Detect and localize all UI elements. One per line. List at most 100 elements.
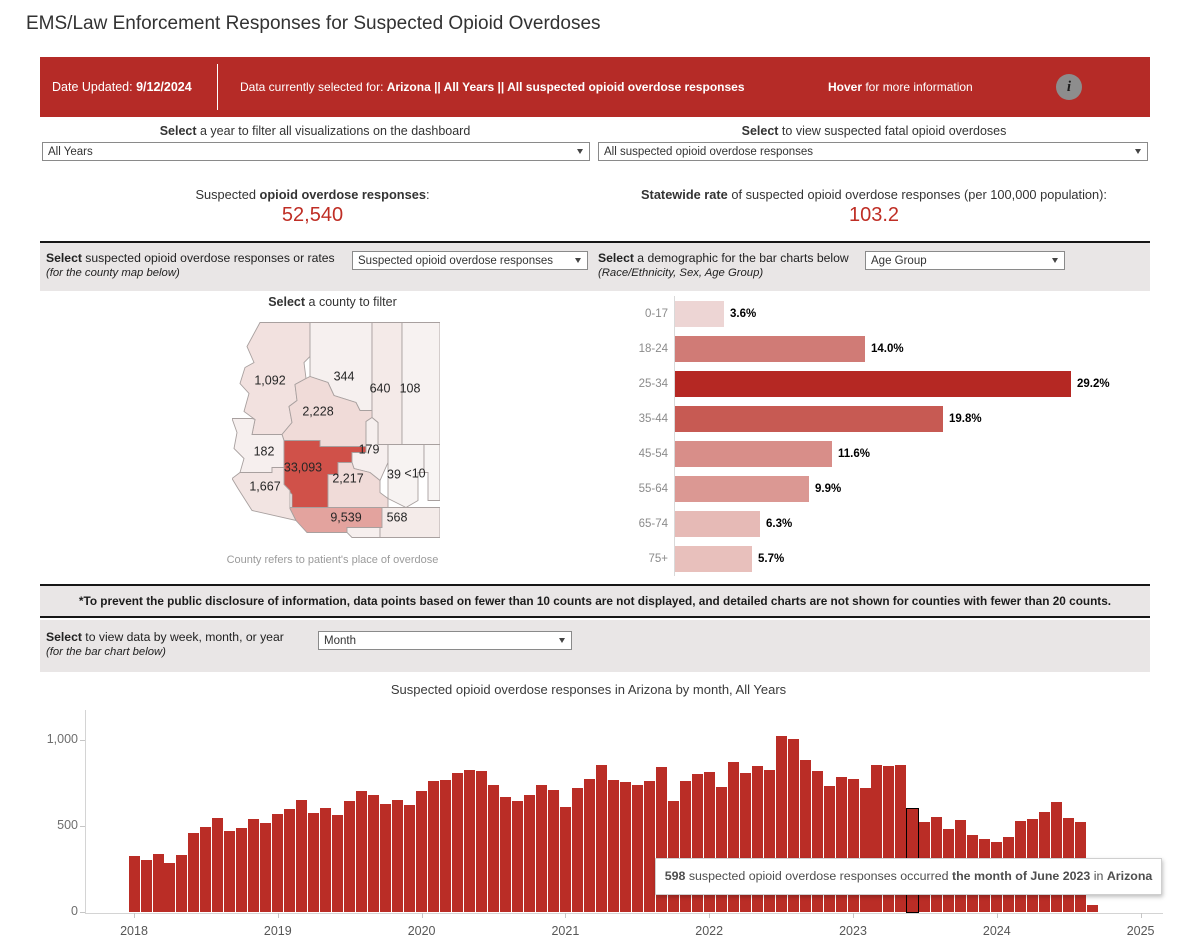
county-apache[interactable]: [401, 322, 440, 445]
period-dropdown[interactable]: Month: [318, 631, 572, 650]
month-bar[interactable]: [751, 766, 763, 912]
month-bar[interactable]: [164, 863, 176, 912]
month-bar[interactable]: [272, 814, 284, 912]
month-bar[interactable]: [476, 771, 487, 912]
month-bar[interactable]: [452, 773, 463, 912]
month-bar[interactable]: [1051, 802, 1063, 912]
age-bar[interactable]: [675, 405, 943, 432]
month-bar[interactable]: [428, 781, 440, 912]
month-bar[interactable]: [871, 765, 883, 912]
month-bar[interactable]: [236, 828, 248, 912]
x-axis-tick: [996, 913, 998, 918]
month-bar[interactable]: [655, 767, 667, 912]
month-bar[interactable]: [284, 809, 296, 912]
month-bar[interactable]: [559, 807, 571, 912]
county-santa-cruz[interactable]: [346, 527, 381, 538]
month-bar[interactable]: [248, 819, 260, 912]
month-bar[interactable]: [799, 760, 811, 912]
county-cochise[interactable]: [379, 507, 440, 538]
month-bar[interactable]: [416, 791, 428, 912]
month-bar[interactable]: [320, 808, 332, 912]
month-bar[interactable]: [296, 800, 308, 912]
age-bar[interactable]: [675, 440, 832, 467]
month-bar[interactable]: [260, 823, 272, 912]
month-bar[interactable]: [152, 854, 164, 912]
month-bar[interactable]: [703, 772, 715, 912]
info-icon[interactable]: i: [1056, 74, 1082, 100]
month-bar[interactable]: [488, 785, 499, 912]
month-bar[interactable]: [715, 787, 727, 912]
month-bar[interactable]: [464, 770, 475, 912]
month-bar[interactable]: [224, 831, 236, 912]
month-bar[interactable]: [847, 779, 859, 912]
month-bar[interactable]: [775, 736, 787, 912]
x-axis-tick: [709, 913, 711, 918]
trend-chart-title: Suspected opioid overdose responses in A…: [390, 682, 787, 697]
age-category-label: 0-17: [644, 307, 668, 320]
month-bar[interactable]: [823, 786, 835, 912]
month-bar[interactable]: [595, 765, 607, 912]
month-bar[interactable]: [859, 788, 871, 912]
month-bar[interactable]: [619, 782, 631, 912]
month-bar[interactable]: [1087, 905, 1099, 912]
month-bar[interactable]: [356, 791, 368, 912]
month-bar[interactable]: [727, 762, 739, 912]
month-bar[interactable]: [835, 777, 847, 912]
month-bar[interactable]: [128, 856, 140, 912]
responses-stat-value: 52,540: [281, 204, 344, 226]
month-bar[interactable]: [883, 766, 895, 912]
month-bar[interactable]: [404, 805, 416, 912]
month-bar[interactable]: [380, 804, 392, 912]
month-bar[interactable]: [763, 770, 775, 912]
month-bar[interactable]: [547, 790, 559, 912]
age-bar[interactable]: [675, 475, 809, 502]
month-bar[interactable]: [607, 780, 619, 912]
month-bar[interactable]: [583, 779, 595, 912]
age-bar[interactable]: [675, 300, 724, 327]
month-bar[interactable]: [176, 855, 188, 912]
month-bar[interactable]: [188, 833, 200, 912]
x-axis-tick: [277, 913, 279, 918]
age-group-chart: 0-17 3.6% 18-24 14.0% 25-34 29.2% 35-44 19.8% 45…: [616, 296, 1164, 576]
year-dropdown[interactable]: All Years: [42, 142, 590, 161]
month-bar[interactable]: [787, 739, 799, 912]
month-bar[interactable]: [200, 827, 212, 912]
month-bar[interactable]: [631, 785, 643, 912]
age-bar[interactable]: [675, 545, 752, 572]
month-bar[interactable]: [571, 788, 583, 912]
month-bar[interactable]: [667, 801, 679, 912]
age-category-label: 35-44: [638, 412, 668, 425]
month-bar[interactable]: [368, 795, 380, 912]
county-yuma[interactable]: [232, 467, 297, 522]
month-bar[interactable]: [535, 785, 547, 912]
fatal-dropdown[interactable]: All suspected opioid overdose responses: [598, 142, 1148, 161]
month-bar[interactable]: [679, 781, 691, 912]
demographic-select-label: Select a demographic for the bar charts …: [598, 251, 849, 279]
month-bar[interactable]: [512, 801, 523, 912]
month-bar[interactable]: [523, 795, 535, 912]
month-bar[interactable]: [344, 801, 356, 912]
county-graham[interactable]: [387, 444, 425, 509]
month-bar[interactable]: [500, 797, 511, 912]
month-bar[interactable]: [895, 765, 907, 912]
month-bar[interactable]: [739, 773, 751, 912]
month-bar[interactable]: [643, 781, 655, 912]
month-bar[interactable]: [392, 800, 404, 912]
age-value-label: 29.2%: [1077, 377, 1110, 390]
month-bar[interactable]: [440, 780, 452, 912]
county-greenlee[interactable]: [423, 444, 440, 501]
month-bar[interactable]: [332, 815, 344, 912]
month-bar[interactable]: [140, 860, 152, 912]
month-bar[interactable]: [811, 771, 823, 912]
month-bar[interactable]: [212, 818, 224, 912]
measure-dropdown[interactable]: Suspected opioid overdose responses: [352, 251, 588, 270]
age-bar[interactable]: [675, 335, 865, 362]
month-bar[interactable]: [308, 813, 320, 912]
age-category-label: 45-54: [638, 447, 668, 460]
age-bar[interactable]: [675, 370, 1071, 397]
age-bar[interactable]: [675, 510, 760, 537]
age-category-label: 18-24: [638, 342, 668, 355]
demographic-dropdown[interactable]: Age Group: [865, 251, 1065, 270]
month-bar[interactable]: [691, 774, 703, 912]
age-bar-zone: 11.6%: [674, 436, 1164, 471]
